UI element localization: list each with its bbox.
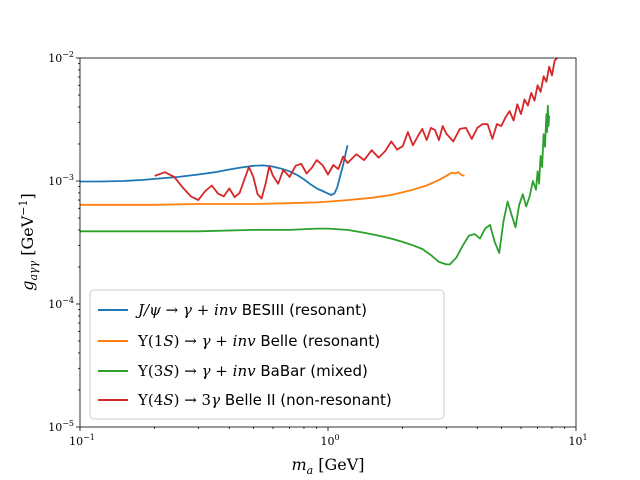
series-line-4 [154, 57, 558, 202]
y-tick-label: 10−4 [48, 296, 74, 311]
legend: J/ψ → γ + inv BESIII (resonant) Υ(1S) → … [89, 289, 445, 420]
series-line-2 [80, 171, 465, 206]
series-line-3 [80, 104, 551, 266]
legend-box [89, 289, 445, 420]
y-axis-title: gaγγ [GeV−1] [17, 193, 40, 291]
x-tick-label: 10−1 [69, 433, 95, 448]
legend-label-babar: Υ(3S) → γ + inv BaBar (mixed) [137, 362, 368, 380]
x-tick-label: 101 [568, 433, 587, 448]
y-tick-label: 10−5 [48, 419, 74, 434]
legend-label-besiii: J/ψ → γ + inv BESIII (resonant) [135, 301, 367, 319]
x-axis-title: ma [GeV] [291, 455, 364, 477]
series-line-1 [80, 145, 349, 196]
legend-label-belle2: Υ(4S) → 3γ Belle II (non-resonant) [137, 391, 392, 409]
y-tick-label: 10−2 [48, 50, 74, 65]
x-tick-label: 100 [320, 433, 339, 448]
plot-lines [80, 57, 558, 266]
legend-label-belle: Υ(1S) → γ + inv Belle (resonant) [137, 332, 380, 350]
y-tick-label: 10−3 [48, 173, 74, 188]
ticks: 10−1 100 101 10−5 10−4 10−3 10−2 [48, 50, 587, 448]
